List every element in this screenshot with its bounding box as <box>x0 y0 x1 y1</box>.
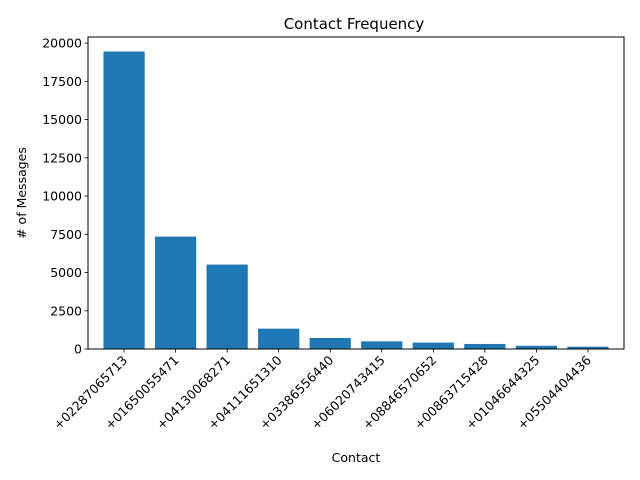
bar-+02287065713 <box>103 51 145 349</box>
y-tick-label: 0 <box>74 342 82 357</box>
bar-+08846570652 <box>412 342 454 349</box>
plot-frame <box>87 36 625 350</box>
y-tick-label: 10000 <box>42 189 82 204</box>
bar-+05504404436 <box>567 346 609 349</box>
bar-+04130068271 <box>206 264 248 349</box>
y-tick-label: 15000 <box>42 112 82 127</box>
y-tick-label: 20000 <box>42 36 82 51</box>
chart-title: Contact Frequency <box>284 15 425 33</box>
bars-group <box>103 51 609 349</box>
bar-+01046644325 <box>515 345 557 349</box>
bar-+00863715428 <box>464 343 506 349</box>
bar-+03386556440 <box>309 337 351 349</box>
y-tick-label: 2500 <box>50 303 82 318</box>
y-tick-label: 17500 <box>42 74 82 89</box>
y-tick-label: 7500 <box>50 227 82 242</box>
y-axis-ticks: 0 2500 5000 7500 10000 12500 15000 17500 20000 <box>42 36 88 357</box>
x-axis-ticks: +02287065713+01650055471+04130068271+041… <box>50 349 594 432</box>
x-axis-label: Contact <box>332 450 381 465</box>
y-tick-label: 5000 <box>50 265 82 280</box>
bar-+01650055471 <box>155 236 197 349</box>
bar-+06020743415 <box>361 341 403 349</box>
y-tick-label: 12500 <box>42 150 82 165</box>
y-axis-label: # of Messages <box>14 147 29 239</box>
bar-+04111651310 <box>258 328 300 349</box>
